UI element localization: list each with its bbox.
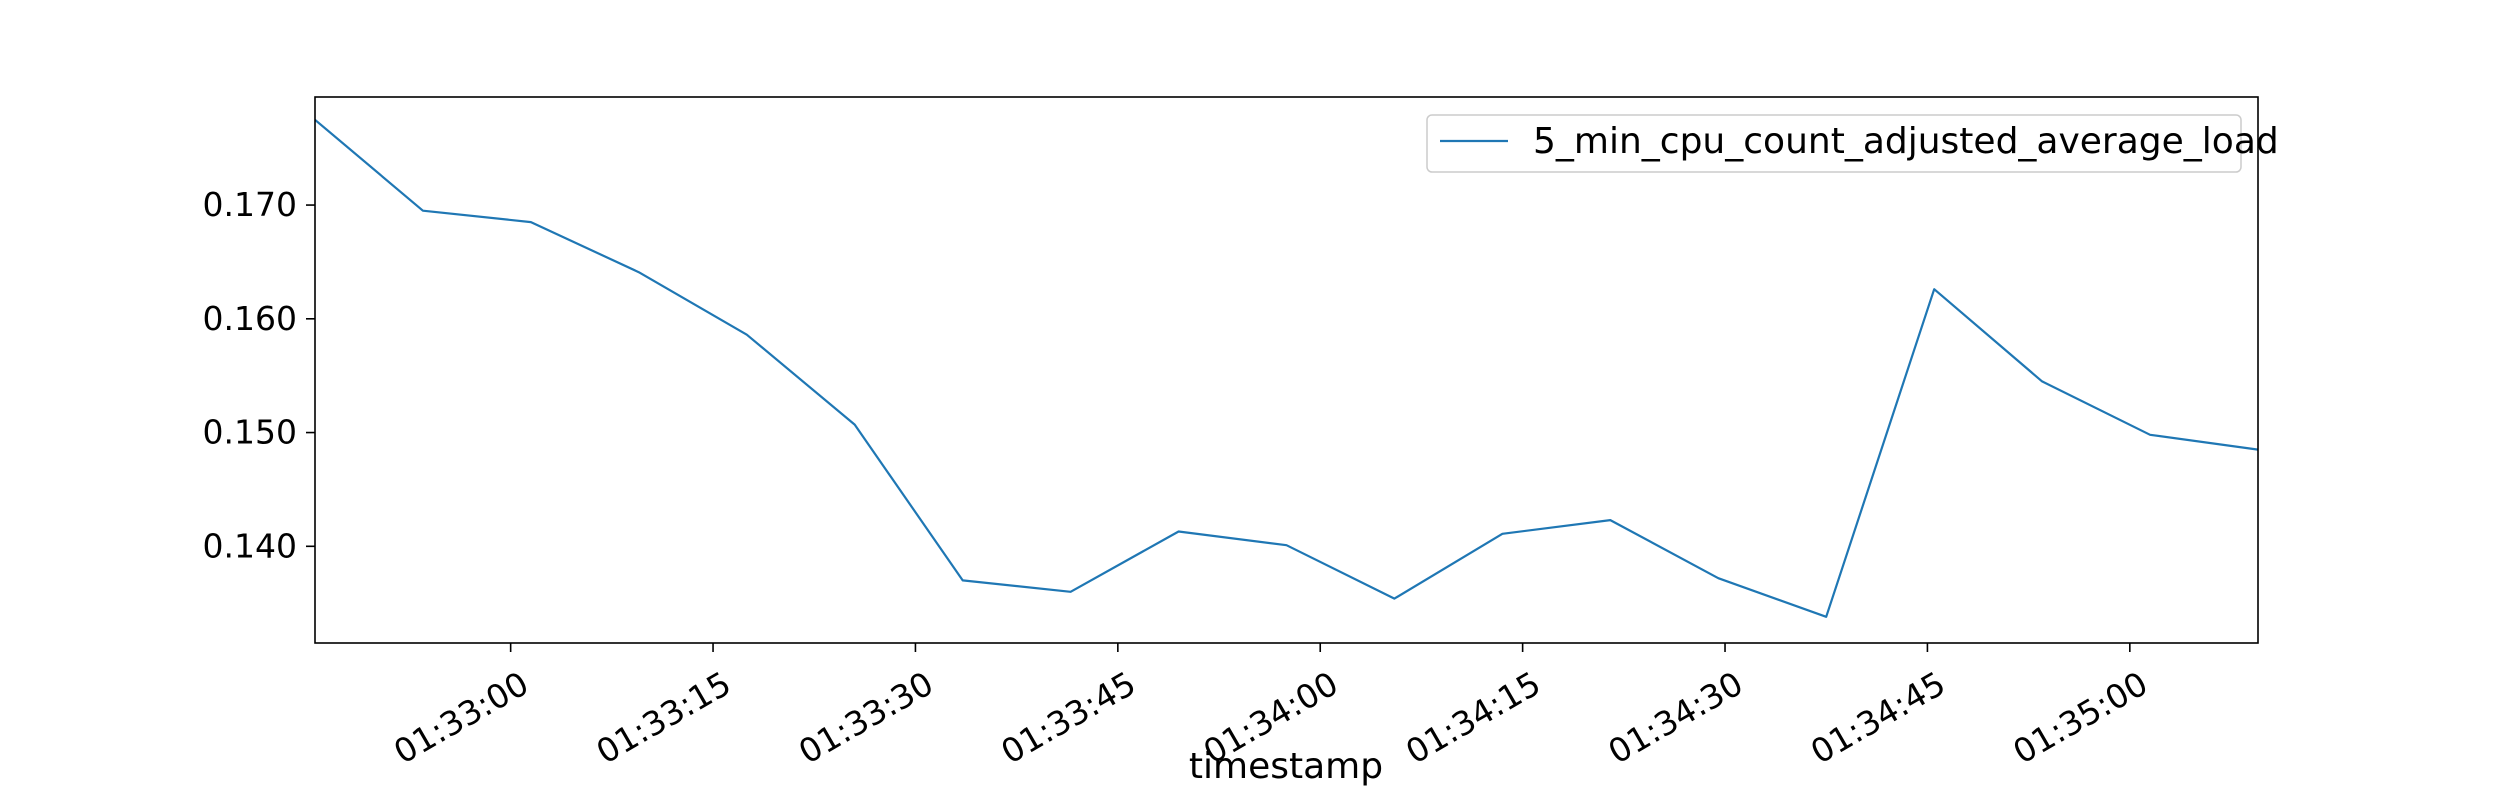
y-axis: 0.140 0.150 0.160 0.170 — [203, 185, 315, 565]
legend-box — [1426, 114, 2242, 173]
plot-area — [315, 97, 2258, 643]
series-layer — [314, 118, 2259, 618]
y-tick-label: 0.170 — [203, 185, 297, 224]
plot-frame — [314, 96, 2259, 644]
legend: 5_min_cpu_count_adjusted_average_load — [1426, 114, 2279, 173]
series-line-0 — [314, 118, 2259, 618]
legend-entry-label: 5_min_cpu_count_adjusted_average_load — [1533, 121, 2279, 162]
y-tick-label: 0.160 — [203, 299, 297, 338]
x-axis-label: timestamp — [1189, 746, 1383, 787]
y-tick-label: 0.140 — [203, 526, 297, 565]
y-tick-label: 0.150 — [203, 413, 297, 452]
